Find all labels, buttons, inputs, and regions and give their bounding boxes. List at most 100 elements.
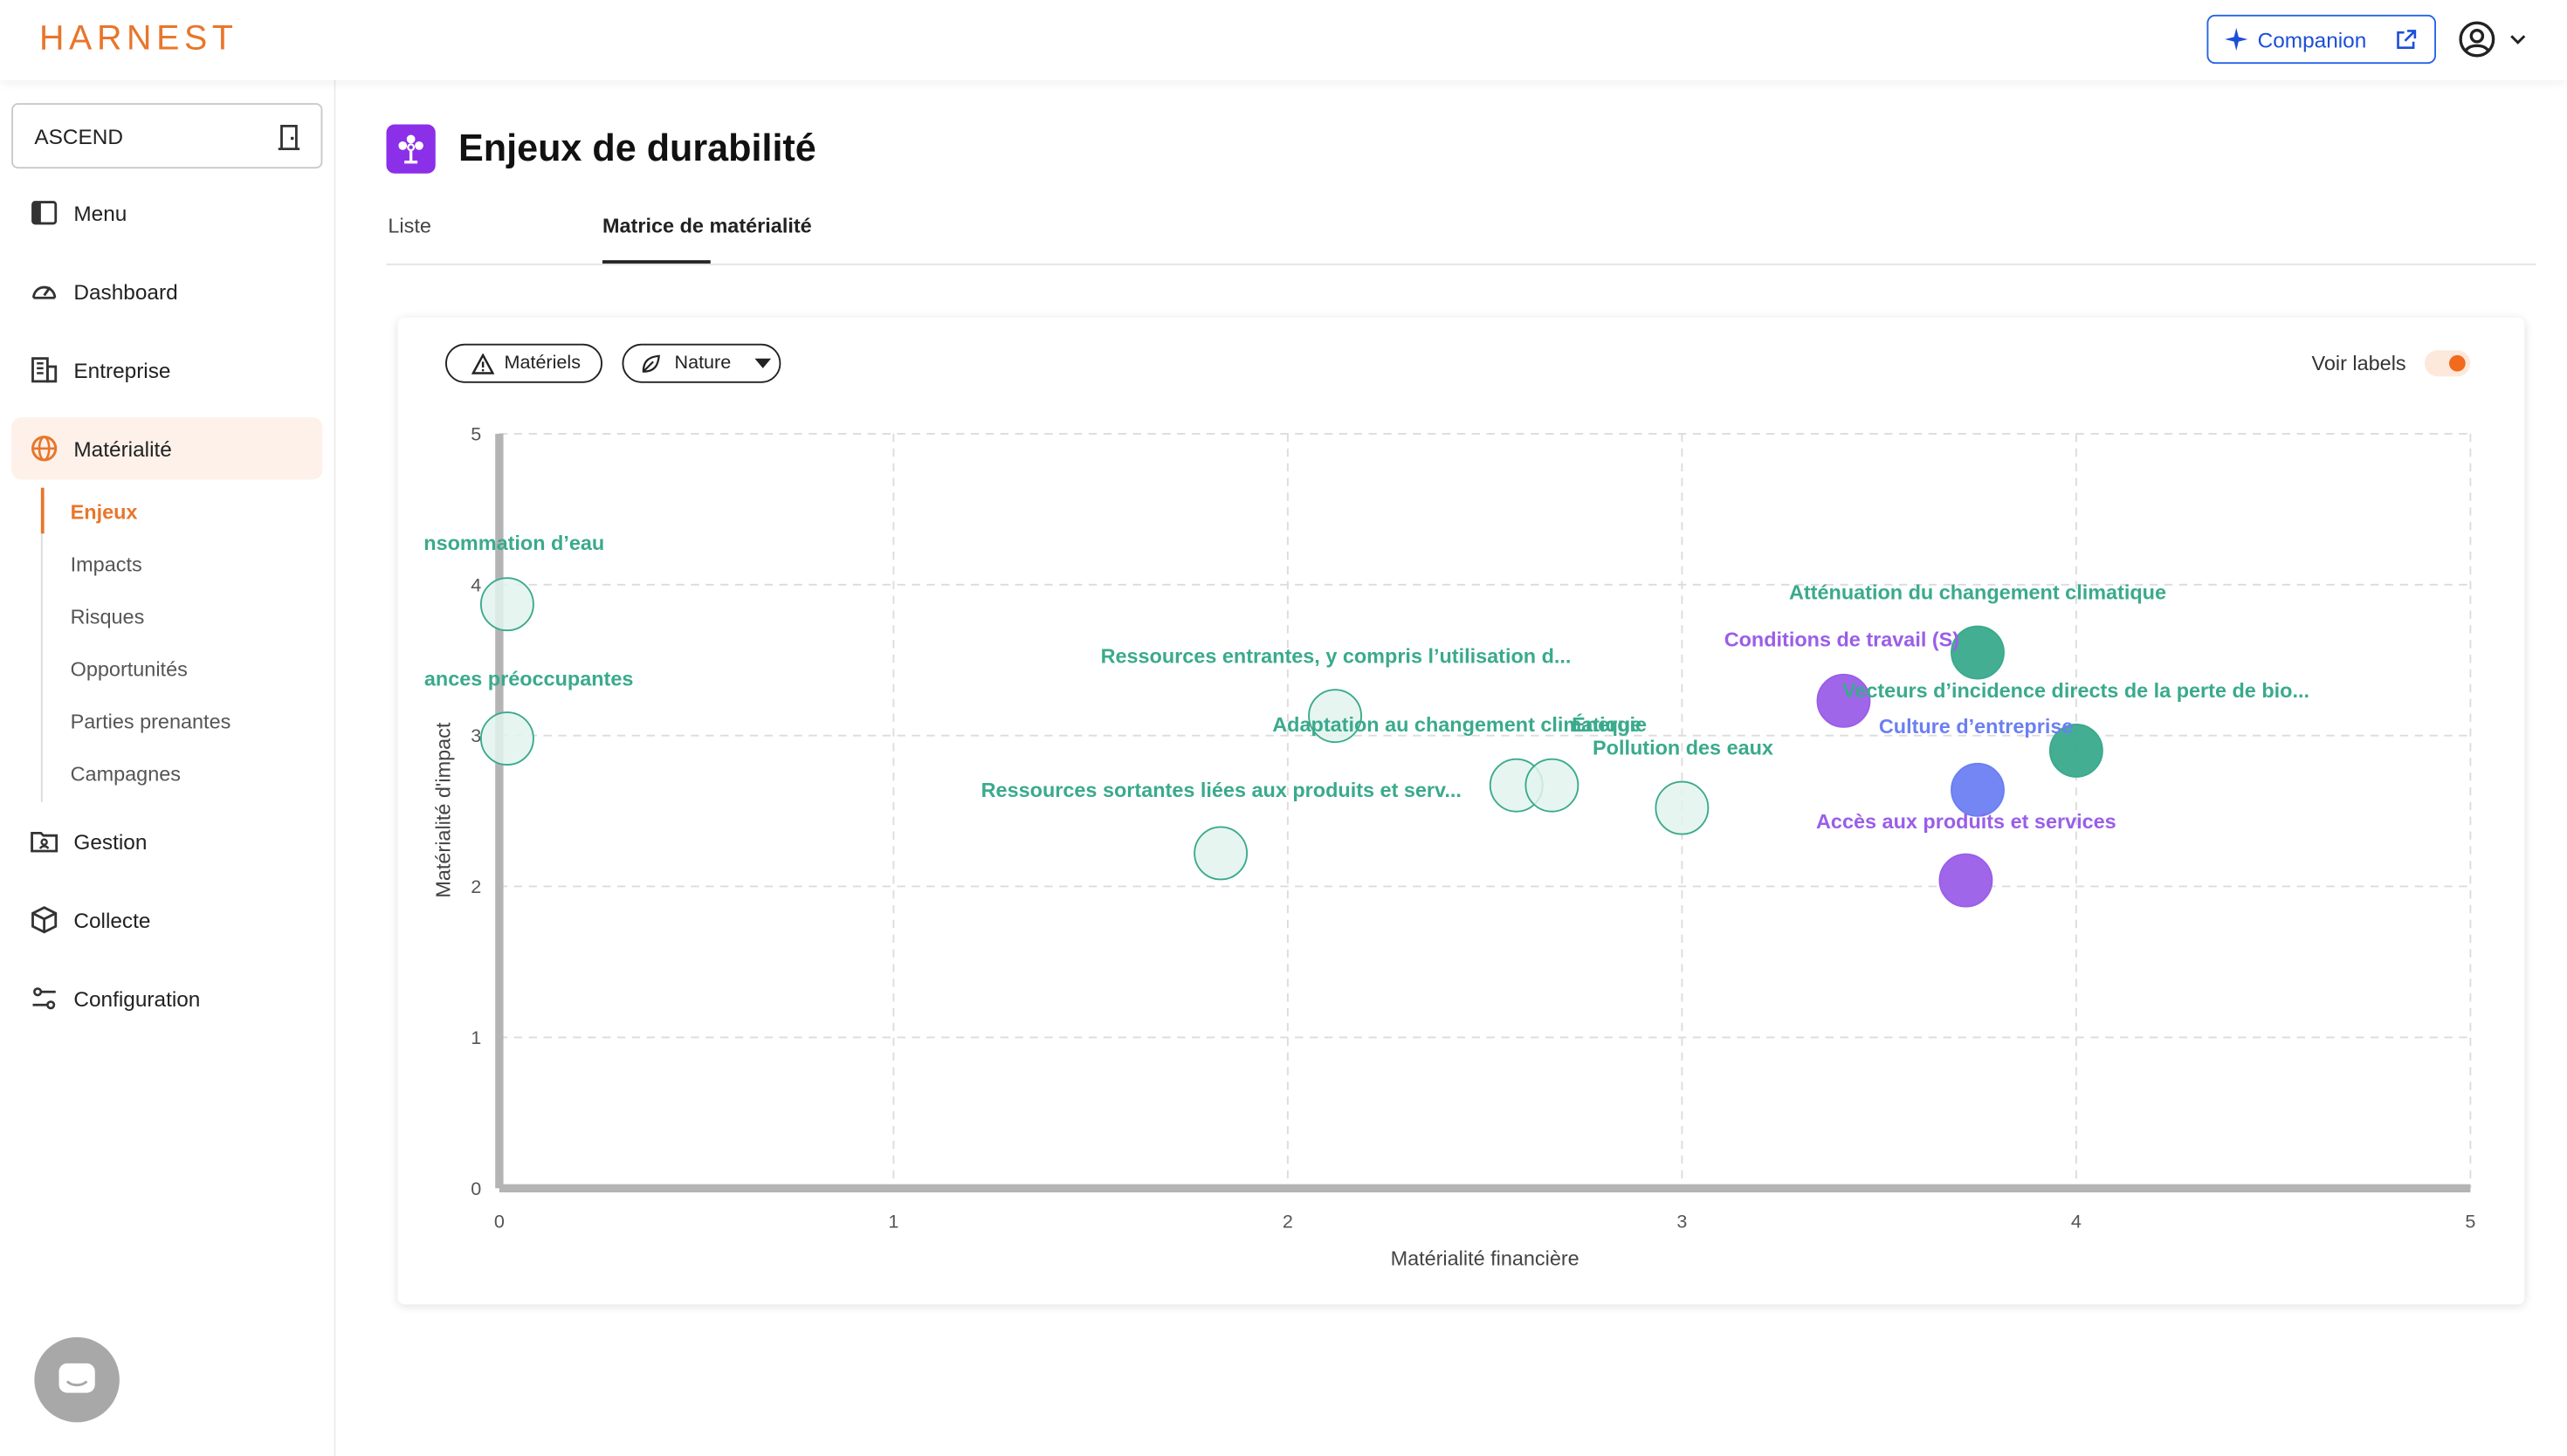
filter-nature-label: Nature xyxy=(674,354,732,374)
sidebar: ASCEND Menu Dashboard xyxy=(0,79,336,1456)
y-tick-label: 3 xyxy=(471,725,481,746)
data-point[interactable] xyxy=(1951,762,2005,817)
sidebar-item-gestion[interactable]: Gestion xyxy=(11,810,322,872)
data-point-label: Ressources entrantes, y compris l’utilis… xyxy=(1101,644,1572,667)
building-icon xyxy=(31,357,58,383)
data-point[interactable] xyxy=(479,577,534,632)
data-point[interactable] xyxy=(1194,826,1249,881)
sidebar-item-entreprise[interactable]: Entreprise xyxy=(11,339,322,401)
top-bar: HARNEST Companion xyxy=(0,0,2567,80)
page-icon xyxy=(386,124,436,174)
x-tick-label: 1 xyxy=(888,1210,898,1232)
x-tick-label: 5 xyxy=(2465,1210,2475,1232)
y-tick-label: 1 xyxy=(471,1027,481,1048)
submenu-item-enjeux[interactable]: Enjeux xyxy=(70,500,138,524)
sidebar-item-configuration[interactable]: Configuration xyxy=(11,967,322,1029)
data-point[interactable] xyxy=(1816,673,1871,728)
companion-button[interactable]: Companion xyxy=(2206,14,2436,65)
data-point-label: ances préoccupantes xyxy=(424,668,634,690)
chat-launcher-button[interactable] xyxy=(34,1336,120,1423)
tabs-divider xyxy=(386,263,2536,265)
submenu-item-risques[interactable]: Risques xyxy=(70,605,145,628)
data-point[interactable] xyxy=(1951,625,2005,680)
flower-icon xyxy=(398,134,423,164)
globe-icon xyxy=(31,436,58,462)
submenu-item-impacts[interactable]: Impacts xyxy=(70,553,142,576)
data-point-label: Énergie xyxy=(1572,712,1647,736)
y-tick-label: 4 xyxy=(471,573,481,595)
organization-name: ASCEND xyxy=(34,124,123,149)
chat-icon xyxy=(58,1363,95,1393)
submenu-item-opportunites[interactable]: Opportunités xyxy=(70,657,188,681)
active-tab-indicator xyxy=(602,260,711,264)
submenu-item-campagnes[interactable]: Campagnes xyxy=(70,762,182,786)
data-point[interactable] xyxy=(1938,853,1993,908)
tab-matrice-de-materialite[interactable]: Matrice de matérialité xyxy=(602,214,812,237)
companion-label: Companion xyxy=(2257,26,2367,52)
chevron-down-icon xyxy=(2510,35,2526,45)
data-point-label: Pollution des eaux xyxy=(1593,736,1773,759)
sidebar-item-label: Menu xyxy=(73,200,127,225)
y-tick-label: 2 xyxy=(471,876,481,897)
data-point-label: Vecteurs d’incidence directs de la perte… xyxy=(1842,679,2309,702)
sidebar-item-dashboard[interactable]: Dashboard xyxy=(11,260,322,322)
app-logo[interactable]: HARNEST xyxy=(39,19,238,58)
x-axis-title: Matérialité financière xyxy=(1391,1247,1579,1269)
filter-materiels-label: Matériels xyxy=(504,354,581,374)
sidebar-item-label: Collecte xyxy=(73,907,151,932)
sliders-icon xyxy=(32,987,56,1010)
toggle-knob xyxy=(2449,354,2466,372)
folder-user-icon xyxy=(31,831,58,853)
voir-labels-toggle[interactable] xyxy=(2424,350,2471,377)
data-point[interactable] xyxy=(2048,723,2103,778)
data-point[interactable] xyxy=(1655,780,1710,835)
data-point-label: Conditions de travail (S) xyxy=(1724,628,1959,651)
x-tick-label: 0 xyxy=(494,1210,505,1232)
submenu-line xyxy=(40,487,43,802)
sidebar-item-label: Dashboard xyxy=(73,278,178,304)
sidebar-item-label: Gestion xyxy=(73,828,148,854)
submenu-item-parties-prenantes[interactable]: Parties prenantes xyxy=(70,710,231,733)
sidebar-item-materialite[interactable]: Matérialité xyxy=(11,417,323,480)
data-point-label: Ressources sortantes liées aux produits … xyxy=(981,779,1462,801)
external-link-icon[interactable] xyxy=(2393,28,2418,52)
y-axis-title: Matérialité d'impact xyxy=(432,722,455,898)
sidebar-item-collecte[interactable]: Collecte xyxy=(11,889,322,951)
panel-icon xyxy=(31,201,58,225)
gauge-icon xyxy=(32,285,57,299)
matrix-card xyxy=(397,317,2525,1305)
y-tick-label: 5 xyxy=(471,422,481,444)
sidebar-item-label: Entreprise xyxy=(73,357,171,382)
user-menu[interactable] xyxy=(2457,20,2532,59)
data-point[interactable] xyxy=(1524,758,1579,813)
organization-selector[interactable]: ASCEND xyxy=(11,103,323,169)
warning-icon xyxy=(471,353,495,374)
sparkle-icon xyxy=(2225,27,2248,52)
page-title: Enjeux de durabilité xyxy=(458,126,816,169)
x-tick-label: 3 xyxy=(1676,1210,1687,1232)
data-point-label: nsommation d’eau xyxy=(423,532,604,554)
sidebar-item-menu[interactable]: Menu xyxy=(11,182,322,244)
y-tick-label: 0 xyxy=(471,1178,481,1199)
leaf-icon xyxy=(642,354,660,372)
data-point-label: Culture d’entreprise xyxy=(1879,715,2074,738)
door-icon xyxy=(278,124,300,151)
filter-nature-dropdown[interactable]: Nature xyxy=(622,343,781,383)
user-avatar-icon xyxy=(2459,21,2495,58)
caret-down-icon xyxy=(754,357,771,367)
data-point-label: Adaptation au changement climatique xyxy=(1272,713,1641,736)
voir-labels-label: Voir labels xyxy=(2311,352,2406,375)
data-point-label: Accès aux produits et services xyxy=(1816,810,2116,833)
tab-liste[interactable]: Liste xyxy=(388,214,431,237)
x-tick-label: 2 xyxy=(1283,1210,1293,1232)
submenu-active-indicator xyxy=(40,487,45,534)
sidebar-item-label: Matérialité xyxy=(73,436,172,461)
box-icon xyxy=(31,906,58,934)
sidebar-item-label: Configuration xyxy=(73,986,201,1011)
filter-materiels-chip[interactable]: Matériels xyxy=(445,343,602,383)
data-point[interactable] xyxy=(1308,689,1362,744)
x-tick-label: 4 xyxy=(2071,1210,2082,1232)
data-point[interactable] xyxy=(479,711,534,766)
